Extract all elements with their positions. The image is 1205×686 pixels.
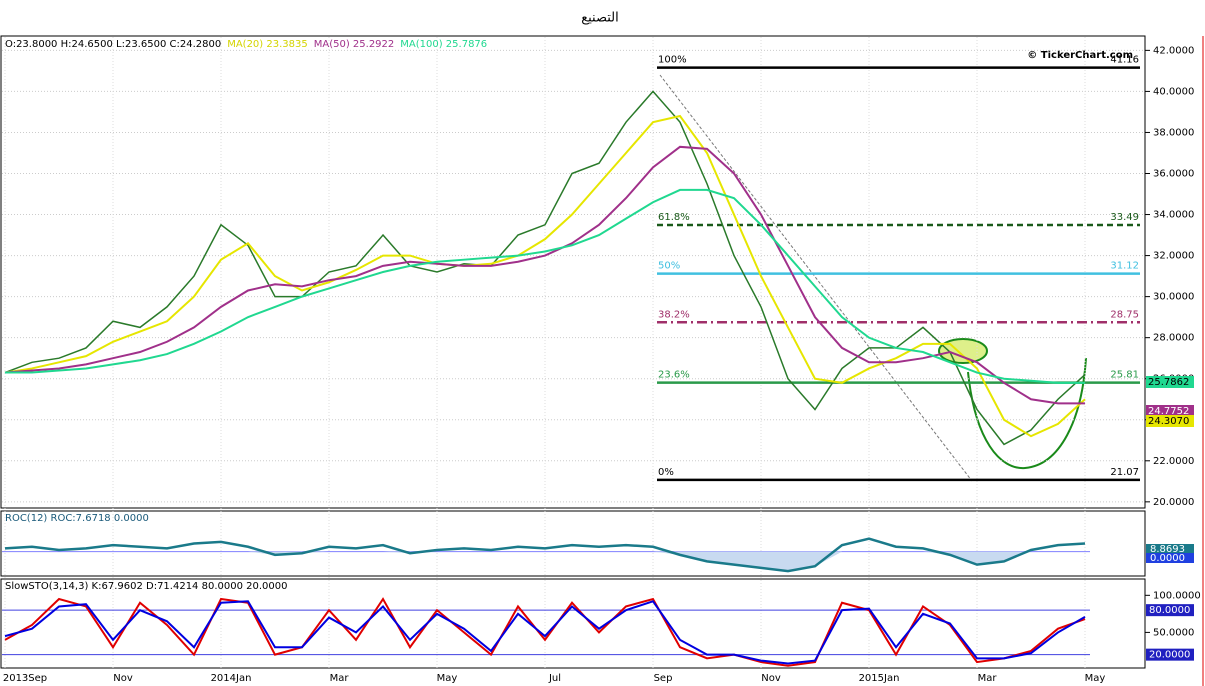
roc-tag xyxy=(1146,544,1194,554)
y-tick-label: 32.0000 xyxy=(1153,251,1194,262)
price-line xyxy=(4,90,1086,446)
roc-line xyxy=(4,537,1086,573)
x-tick-label: 2014Jan xyxy=(211,673,252,684)
sto-legend: SlowSTO(3,14,3) K:67.9602 D:71.4214 80.0… xyxy=(5,581,287,592)
roc-panel xyxy=(0,510,1146,577)
legend-entry: MA(100) 25.7876 xyxy=(400,39,487,50)
price-tag-label: 25.7862 xyxy=(1148,377,1189,388)
x-tick-label: May xyxy=(1085,673,1106,684)
y-tick-label: 22.0000 xyxy=(1153,456,1194,467)
sto-panel xyxy=(0,578,1146,669)
x-tick-label: Jul xyxy=(548,673,561,684)
fib-value: 25.81 xyxy=(1110,370,1139,381)
chart-title: التصنيع xyxy=(581,11,619,26)
x-tick-label: May xyxy=(437,673,458,684)
price-tag-label: 24.7752 xyxy=(1148,406,1189,417)
price-tag xyxy=(1146,376,1194,388)
x-tick-label: Nov xyxy=(761,673,781,684)
price-line xyxy=(4,145,1085,405)
fib-value: 33.49 xyxy=(1110,212,1139,223)
cup-pattern xyxy=(967,357,1087,470)
sto-tag xyxy=(1146,604,1194,617)
fib-value: 21.07 xyxy=(1110,467,1139,478)
fib-level: 0% xyxy=(658,467,674,478)
fib-level: 61.8% xyxy=(658,212,690,223)
x-tick-label: Mar xyxy=(330,673,350,684)
price-line xyxy=(5,188,1085,384)
y-tick-label: 38.0000 xyxy=(1153,127,1194,138)
trend-line xyxy=(659,74,973,482)
y-tick-label: 20.0000 xyxy=(1153,497,1194,508)
x-tick-label: Sep xyxy=(654,673,673,684)
fib-level: 50% xyxy=(658,261,680,272)
watermark: © TickerChart.com xyxy=(1027,50,1133,61)
roc-tag xyxy=(1146,553,1194,563)
y-tick-label: 30.0000 xyxy=(1153,292,1194,303)
sto-tag-label: 20.0000 xyxy=(1149,650,1190,661)
y-tick-label: 36.0000 xyxy=(1153,168,1194,179)
price-tag-label: 24.3070 xyxy=(1148,416,1189,427)
highlight-ellipse xyxy=(938,338,988,364)
y-tick-label: 42.0000 xyxy=(1153,45,1194,56)
price-line xyxy=(4,114,1086,438)
legend-entry: MA(50) 25.2922 xyxy=(314,39,395,50)
fib-value: 31.12 xyxy=(1110,261,1139,272)
sto-tag xyxy=(1146,648,1194,661)
main-panel xyxy=(0,35,1146,509)
y-tick-label: 100.0000 xyxy=(1153,590,1201,601)
legend-entry: O:23.8000 H:24.6500 L:23.6500 C:24.2800 xyxy=(5,39,221,50)
sto-tag-label: 80.0000 xyxy=(1149,605,1190,616)
sto-line xyxy=(4,597,1086,667)
fib-level: 100% xyxy=(658,55,687,66)
y-tick-label: 28.0000 xyxy=(1153,333,1194,344)
x-tick-label: 2013Sep xyxy=(3,673,47,684)
legend-entry: MA(20) 23.3835 xyxy=(227,39,308,50)
y-tick-label: 40.0000 xyxy=(1153,86,1194,97)
roc-tag-label: 8.8693 xyxy=(1150,544,1185,555)
fib-value: 28.75 xyxy=(1110,309,1139,320)
roc-legend: ROC(12) ROC:7.6718 0.0000 xyxy=(5,513,149,524)
y-tick-label: 50.0000 xyxy=(1153,627,1194,638)
fib-level: 38.2% xyxy=(658,309,690,320)
roc-tag-label: 0.0000 xyxy=(1150,553,1185,564)
x-tick-label: Mar xyxy=(978,673,998,684)
price-tag xyxy=(1146,415,1194,427)
fib-level: 23.6% xyxy=(658,370,690,381)
x-tick-label: Nov xyxy=(113,673,133,684)
sto-line xyxy=(4,600,1086,665)
y-tick-label: 34.0000 xyxy=(1153,210,1194,221)
fib-value: 41.16 xyxy=(1110,55,1139,66)
x-tick-label: 2015Jan xyxy=(859,673,900,684)
price-tag xyxy=(1146,405,1194,417)
